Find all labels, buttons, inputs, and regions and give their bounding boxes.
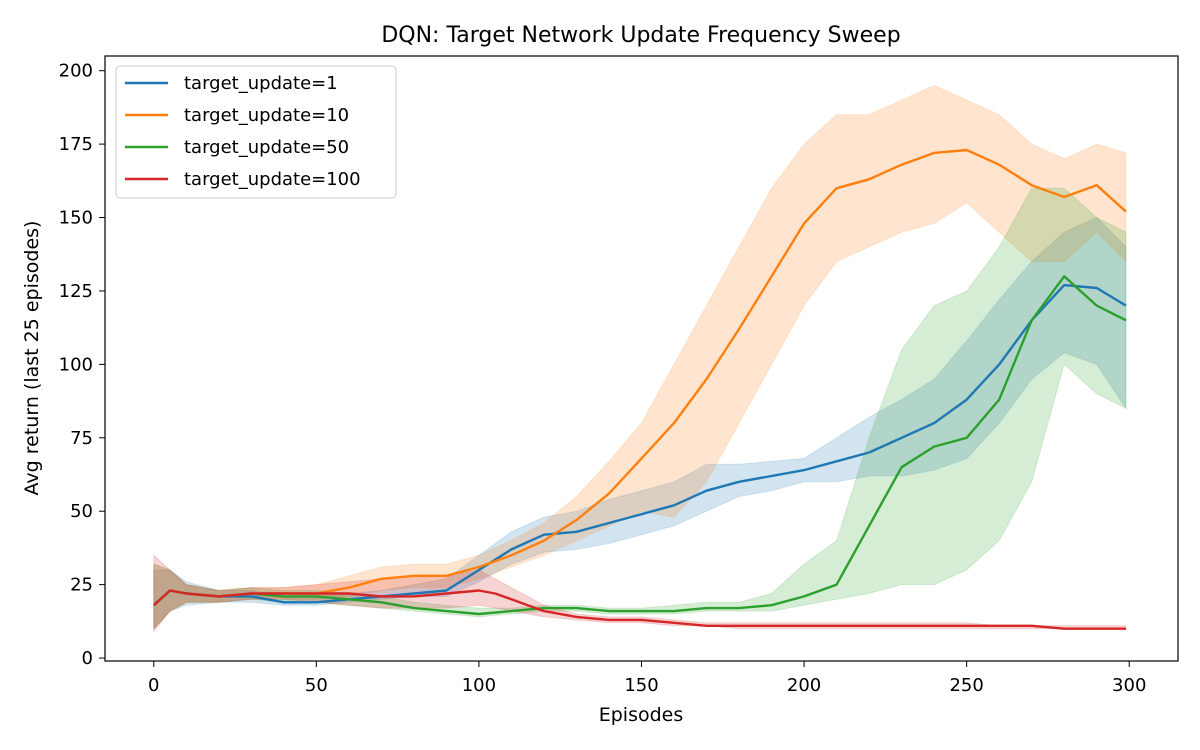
x-tick-label: 50 bbox=[305, 675, 328, 696]
band-series-2 bbox=[153, 84, 1127, 630]
line-series-1 bbox=[152, 283, 1127, 607]
legend-label-2: target_update=10 bbox=[184, 105, 349, 126]
x-tick-label: 100 bbox=[462, 675, 496, 696]
y-tick-label: 150 bbox=[59, 208, 93, 229]
y-tick-label: 75 bbox=[70, 428, 93, 449]
y-tick-label: 125 bbox=[59, 281, 93, 302]
x-axis-ticks: 0 50 100 150 200 250 300 bbox=[148, 661, 1146, 696]
legend-label-3: target_update=50 bbox=[184, 137, 349, 158]
x-tick-label: 150 bbox=[624, 675, 658, 696]
y-tick-label: 200 bbox=[59, 61, 93, 82]
x-tick-label: 0 bbox=[148, 675, 159, 696]
y-tick-label: 175 bbox=[59, 134, 93, 155]
band-series-3 bbox=[153, 187, 1127, 630]
x-axis-label: Episodes bbox=[599, 704, 684, 726]
y-tick-label: 0 bbox=[82, 648, 93, 669]
legend-label-1: target_update=1 bbox=[184, 73, 338, 94]
x-tick-label: 200 bbox=[787, 675, 821, 696]
y-tick-label: 100 bbox=[59, 354, 93, 375]
legend-label-4: target_update=100 bbox=[184, 169, 361, 190]
y-axis-ticks: 0 25 50 75 100 125 150 175 200 bbox=[59, 61, 105, 669]
series-lines bbox=[152, 148, 1127, 630]
legend: target_update=1 target_update=10 target_up… bbox=[115, 65, 397, 199]
legend-box bbox=[115, 65, 397, 199]
chart-title: DQN: Target Network Update Frequency Swe… bbox=[381, 23, 900, 48]
y-axis-label: Avg return (last 25 episodes) bbox=[21, 221, 43, 496]
y-tick-label: 50 bbox=[70, 501, 93, 522]
line-series-3 bbox=[152, 275, 1127, 616]
y-tick-label: 25 bbox=[70, 575, 93, 596]
x-tick-label: 250 bbox=[949, 675, 983, 696]
line-series-4 bbox=[152, 589, 1126, 630]
x-tick-label: 300 bbox=[1112, 675, 1146, 696]
